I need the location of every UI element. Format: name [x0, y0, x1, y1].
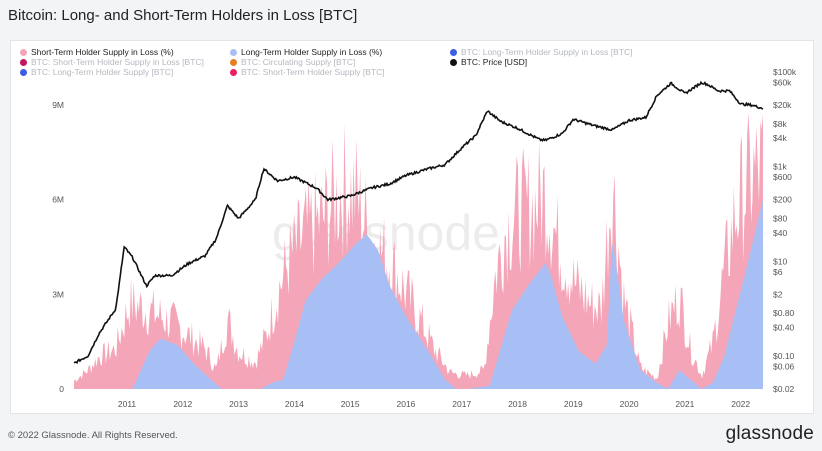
y-left-tick-label: 0 [59, 384, 64, 394]
legend-item[interactable]: BTC: Short-Term Holder Supply in Loss [B… [20, 57, 204, 67]
legend-dot-icon [20, 58, 27, 66]
legend-item[interactable]: BTC: Short-Term Holder Supply [BTC] [230, 67, 385, 77]
lth-supply-in-loss-area [74, 199, 763, 389]
chart-title: Bitcoin: Long- and Short-Term Holders in… [8, 7, 358, 24]
x-tick-label: 2022 [731, 399, 750, 409]
y-right-tick-label: $0.02 [773, 384, 795, 394]
y-right-tick-label: $80 [773, 214, 787, 224]
legend-label: BTC: Long-Term Holder Supply in Loss [BT… [461, 47, 633, 57]
y-right-tick-label: $0.40 [773, 322, 795, 332]
legend-item[interactable]: Long-Term Holder Supply in Loss (%) [230, 47, 382, 57]
x-tick-label: 2011 [118, 399, 137, 409]
legend-label: Long-Term Holder Supply in Loss (%) [241, 47, 383, 57]
legend-dot-icon [230, 58, 237, 66]
y-right-tick-label: $0.10 [773, 351, 795, 361]
legend-label: BTC: Short-Term Holder Supply in Loss [B… [31, 57, 204, 67]
y-left-tick-label: 9M [52, 100, 64, 110]
x-tick-label: 2019 [564, 399, 583, 409]
legend-label: BTC: Short-Term Holder Supply [BTC] [241, 67, 385, 77]
y-right-tick-label: $100k [773, 67, 797, 77]
y-right-tick-label: $10 [773, 256, 787, 266]
y-right-tick-label: $4k [773, 133, 787, 143]
legend-dot-icon [20, 48, 27, 56]
legend-label: BTC: Long-Term Holder Supply [BTC] [31, 67, 174, 77]
x-tick-label: 2017 [452, 399, 471, 409]
y-right-tick-label: $8k [773, 119, 787, 129]
legend-dot-icon [230, 68, 237, 76]
y-right-tick-label: $60k [773, 77, 792, 87]
legend-item[interactable]: BTC: Long-Term Holder Supply [BTC] [20, 67, 173, 77]
x-tick-label: 2013 [229, 399, 248, 409]
x-tick-label: 2020 [620, 399, 639, 409]
copyright-footer: © 2022 Glassnode. All Rights Reserved. [8, 430, 178, 441]
legend-label: BTC: Circulating Supply [BTC] [241, 57, 356, 67]
y-left-tick-label: 6M [52, 195, 64, 205]
y-right-tick-label: $6 [773, 267, 783, 277]
y-right-tick-label: $40 [773, 228, 787, 238]
x-tick-label: 2012 [173, 399, 192, 409]
sth-supply-in-loss-area [74, 112, 763, 389]
y-right-tick-label: $600 [773, 172, 792, 182]
y-right-tick-label: $0.80 [773, 308, 795, 318]
x-tick-label: 2021 [675, 399, 694, 409]
legend-item[interactable]: BTC: Circulating Supply [BTC] [230, 57, 355, 67]
legend-dot-icon [450, 48, 457, 56]
y-right-tick-label: $20k [773, 100, 792, 110]
y-right-tick-label: $0.06 [773, 361, 795, 371]
x-tick-label: 2016 [396, 399, 415, 409]
legend-label: Short-Term Holder Supply in Loss (%) [31, 47, 174, 57]
legend-dot-icon [230, 48, 237, 56]
legend-dot-icon [450, 58, 457, 66]
legend-item[interactable]: BTC: Price [USD] [450, 57, 527, 67]
btc-price-line [73, 80, 764, 365]
x-tick-label: 2015 [341, 399, 360, 409]
y-right-tick-label: $1k [773, 162, 787, 172]
legend-dot-icon [20, 68, 27, 76]
y-right-tick-label: $200 [773, 195, 792, 205]
y-right-tick-label: $2 [773, 289, 783, 299]
x-tick-label: 2018 [508, 399, 527, 409]
x-tick-label: 2014 [285, 399, 304, 409]
legend-item[interactable]: BTC: Long-Term Holder Supply in Loss [BT… [450, 47, 632, 57]
glassnode-logo[interactable]: glassnode [725, 423, 814, 444]
y-left-tick-label: 3M [52, 289, 64, 299]
legend-item[interactable]: Short-Term Holder Supply in Loss (%) [20, 47, 174, 57]
legend-label: BTC: Price [USD] [461, 57, 528, 67]
